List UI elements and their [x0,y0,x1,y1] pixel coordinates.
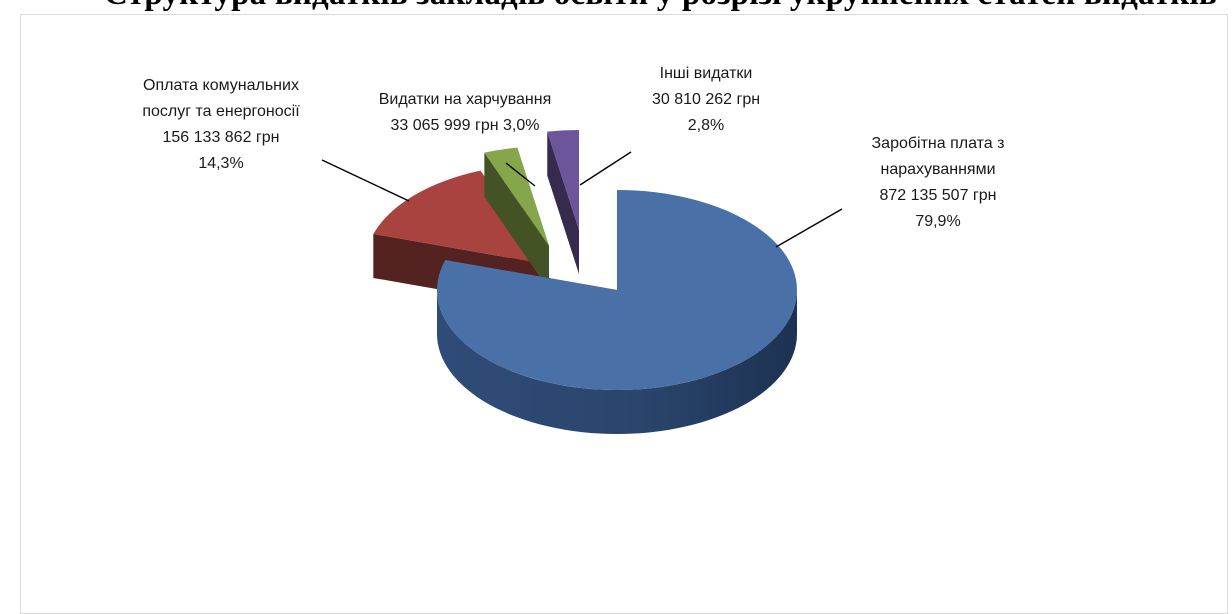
slice-label-line: Оплата комунальних [143,77,299,94]
slice-label-salary: Заробітна плата з нарахуваннями 872 135 50… [872,135,1005,230]
slice-label-utilities: Оплата комунальних послуг та енергоносії 1… [142,77,300,172]
page-title: Структура видатків закладів освіти у роз… [104,0,1217,13]
slice-top-food [484,147,549,246]
slice-side-salary [437,290,797,434]
leader-line-salary [775,208,843,248]
slice-label-line: 872 135 507 грн [880,187,997,204]
pie-slice-salary [436,190,797,434]
slice-top-utilities [373,170,545,264]
slice-label-line: 2,8% [688,117,724,134]
pie-slice-other [547,130,579,274]
slice-top-salary [436,190,797,391]
leader-line-food [505,162,536,187]
slice-label-line: 33 065 999 грн 3,0% [390,117,539,134]
slice-label-line: послуг та енергоносії [142,103,300,120]
slice-labels: Заробітна плата з нарахуваннями 872 135 50… [142,65,1004,230]
leader-line-other [579,151,632,186]
slice-label-line: 14,3% [198,155,243,172]
slice-top-other [547,130,579,230]
slice-label-food: Видатки на харчування 33 065 999 грн 3,0% [379,91,552,134]
slice-label-line: Інші видатки [660,65,753,82]
pie-slice-food [484,147,549,290]
slice-label-line: нарахуваннями [880,161,995,178]
leader-lines [321,151,843,248]
slice-label-line: Видатки на харчування [379,91,552,108]
slice-label-line: Заробітна плата з [872,135,1005,152]
slice-label-other: Інші видатки 30 810 262 грн 2,8% [652,65,760,134]
slice-wall-food-0 [484,152,549,290]
slice-label-line: 156 133 862 грн [163,129,280,146]
pie-slices [373,130,797,434]
slice-label-line: 79,9% [915,213,960,230]
slice-wall-other-0 [547,131,579,274]
slice-label-line: 30 810 262 грн [652,91,760,108]
leader-line-utilities [321,159,410,202]
title-strip: Структура видатків закладів освіти у роз… [0,0,1232,16]
